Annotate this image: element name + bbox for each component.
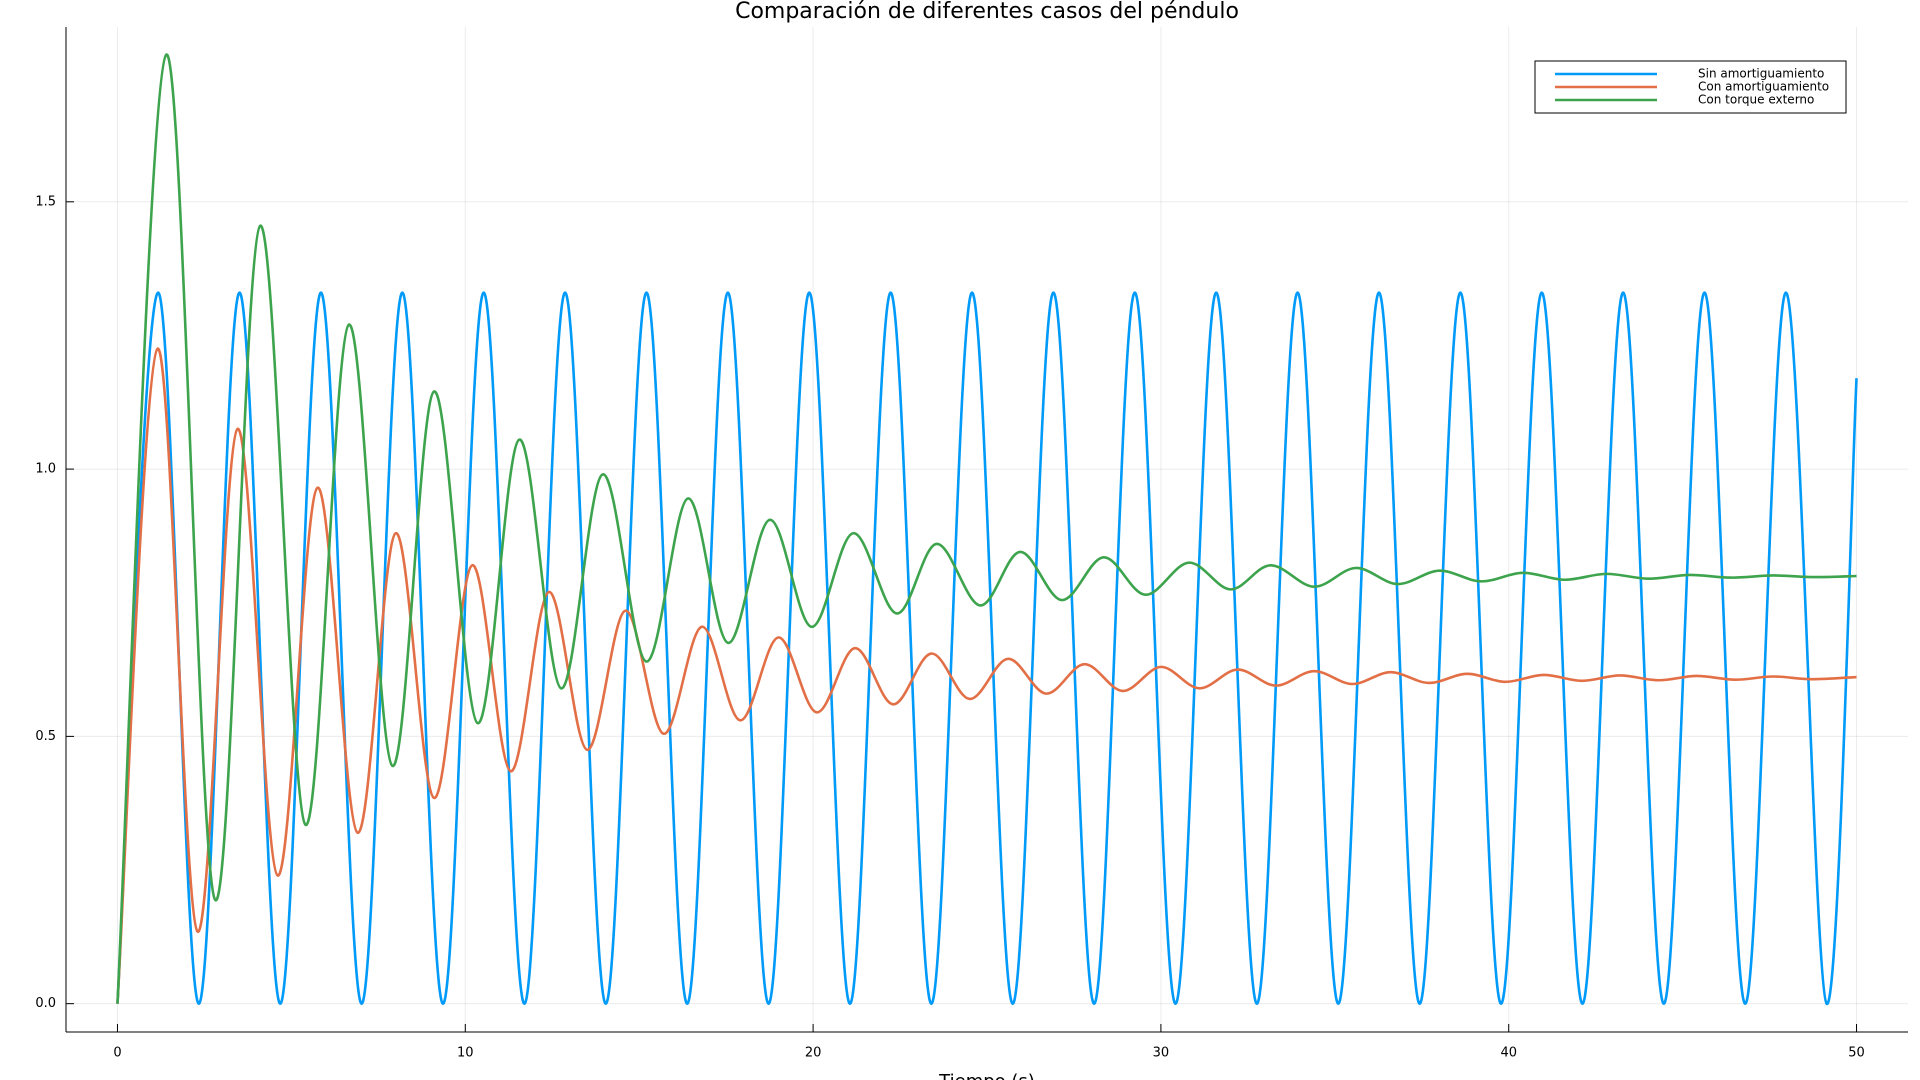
chart-title: Comparación de diferentes casos del pénd…: [735, 0, 1239, 24]
x-axis-label: Tiempo (s): [938, 1071, 1035, 1080]
x-tick-label: 40: [1500, 1046, 1517, 1061]
y-tick-label: 0.5: [35, 729, 56, 744]
x-tick-label: 20: [805, 1046, 822, 1061]
y-tick-label: 1.5: [35, 194, 56, 209]
x-tick-label: 30: [1153, 1046, 1170, 1061]
series-line: [116, 291, 1858, 1006]
legend-label: Con torque externo: [1698, 93, 1814, 107]
x-tick-label: 0: [113, 1046, 121, 1061]
x-tick-label: 10: [457, 1046, 474, 1061]
legend-label: Sin amortiguamiento: [1698, 67, 1824, 81]
y-tick-label: 0.0: [35, 996, 56, 1011]
series-line: [116, 347, 1857, 1004]
x-tick-label: 50: [1848, 1046, 1865, 1061]
series-line: [116, 53, 1857, 1004]
y-tick-label: 1.0: [35, 462, 56, 477]
legend-label: Con amortiguamiento: [1698, 80, 1829, 94]
